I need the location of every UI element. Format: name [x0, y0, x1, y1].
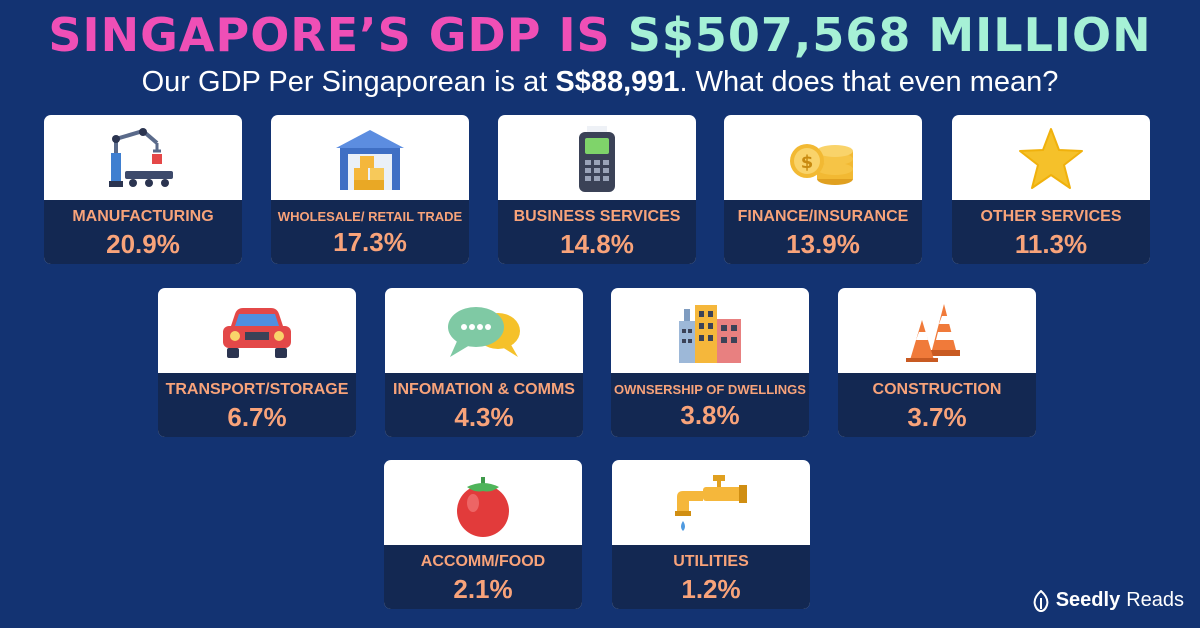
sector-band: OTHER SERVICES 11.3% [952, 200, 1150, 264]
sector-band: OWNSERSHIP OF DWELLINGS 3.8% [611, 373, 809, 437]
sector-percent: 4.3% [454, 402, 514, 432]
title-part-1: SINGAPORE’S GDP IS [48, 8, 628, 62]
sector-label: BUSINESS SERVICES [513, 208, 681, 225]
tomato-icon [384, 460, 582, 548]
sector-label: UTILITIES [673, 553, 749, 570]
sector-band: FINANCE/INSURANCE 13.9% [724, 200, 922, 264]
water-tap-icon [612, 460, 810, 548]
sector-band: UTILITIES 1.2% [612, 545, 810, 609]
sector-band: TRANSPORT/STORAGE 6.7% [158, 373, 356, 437]
sector-card-construction: CONSTRUCTION 3.7% [838, 288, 1036, 437]
subtitle-value: S$88,991 [555, 66, 680, 98]
sector-band: MANUFACTURING 20.9% [44, 200, 242, 264]
svg-text:$: $ [801, 152, 814, 173]
sector-percent: 11.3% [1014, 229, 1088, 259]
sector-percent: 3.7% [907, 402, 967, 432]
chat-bubbles-icon [385, 288, 583, 376]
star-icon [952, 115, 1150, 203]
car-icon [158, 288, 356, 376]
sector-card-ownership-of-dwellings: OWNSERSHIP OF DWELLINGS 3.8% [611, 288, 809, 437]
sector-label: TRANSPORT/STORAGE [165, 381, 349, 398]
sector-card-transport-storage: TRANSPORT/STORAGE 6.7% [158, 288, 356, 437]
sector-card-business-services: BUSINESS SERVICES 14.8% [498, 115, 696, 264]
sector-percent: 13.9% [786, 229, 860, 259]
page-title: SINGAPORE’S GDP IS S$507,568 MILLION [0, 8, 1200, 62]
sector-label: WHOLESALE/ RETAIL TRADE [277, 209, 463, 224]
sector-band: BUSINESS SERVICES 14.8% [498, 200, 696, 264]
brand-logo: Seedly Reads [1032, 589, 1184, 612]
sector-card-information-comms: INFOMATION & COMMS 4.3% [385, 288, 583, 437]
sector-label: ACCOMM/FOOD [420, 553, 546, 570]
sector-percent: 2.1% [453, 574, 513, 604]
traffic-cones-icon [838, 288, 1036, 376]
sector-label: OWNSERSHIP OF DWELLINGS [614, 382, 806, 397]
sector-band: ACCOMM/FOOD 2.1% [384, 545, 582, 609]
seed-icon [1033, 589, 1049, 612]
sector-band: INFOMATION & COMMS 4.3% [385, 373, 583, 437]
sector-card-utilities: UTILITIES 1.2% [612, 460, 810, 609]
card-terminal-icon [498, 115, 696, 203]
brand-name-bold: Seedly [1055, 589, 1121, 611]
sector-label: CONSTRUCTION [872, 381, 1002, 398]
sector-band: WHOLESALE/ RETAIL TRADE 17.3% [271, 200, 469, 264]
sector-label: INFOMATION & COMMS [393, 381, 575, 398]
sector-label: OTHER SERVICES [980, 208, 1122, 225]
robot-arm-icon [44, 115, 242, 203]
sector-label: MANUFACTURING [72, 208, 214, 225]
sector-band: CONSTRUCTION 3.7% [838, 373, 1036, 437]
sector-label: FINANCE/INSURANCE [737, 208, 909, 225]
subtitle-prefix: Our GDP Per Singaporean is at [141, 66, 556, 98]
sector-percent: 3.8% [680, 400, 740, 430]
sector-card-finance-insurance: $ FINANCE/INSURANCE 13.9% [724, 115, 922, 264]
subtitle-suffix: . What does that even mean? [679, 66, 1059, 98]
sector-card-manufacturing: MANUFACTURING 20.9% [44, 115, 242, 264]
sector-percent: 6.7% [227, 402, 287, 432]
sector-card-wholesale-retail: WHOLESALE/ RETAIL TRADE 17.3% [271, 115, 469, 264]
sector-card-other-services: OTHER SERVICES 11.3% [952, 115, 1150, 264]
page-subtitle: Our GDP Per Singaporean is at S$88,991. … [0, 66, 1200, 99]
sector-percent: 14.8% [560, 229, 634, 259]
sector-percent: 1.2% [681, 574, 741, 604]
buildings-icon [611, 288, 809, 376]
brand-name-regular: Reads [1126, 589, 1184, 611]
coins-icon: $ [724, 115, 922, 203]
sector-card-accommodation-food: ACCOMM/FOOD 2.1% [384, 460, 582, 609]
sector-percent: 17.3% [333, 227, 407, 257]
warehouse-icon [271, 115, 469, 203]
title-gdp-value: S$507,568 MILLION [627, 8, 1152, 62]
sector-percent: 20.9% [106, 229, 180, 259]
